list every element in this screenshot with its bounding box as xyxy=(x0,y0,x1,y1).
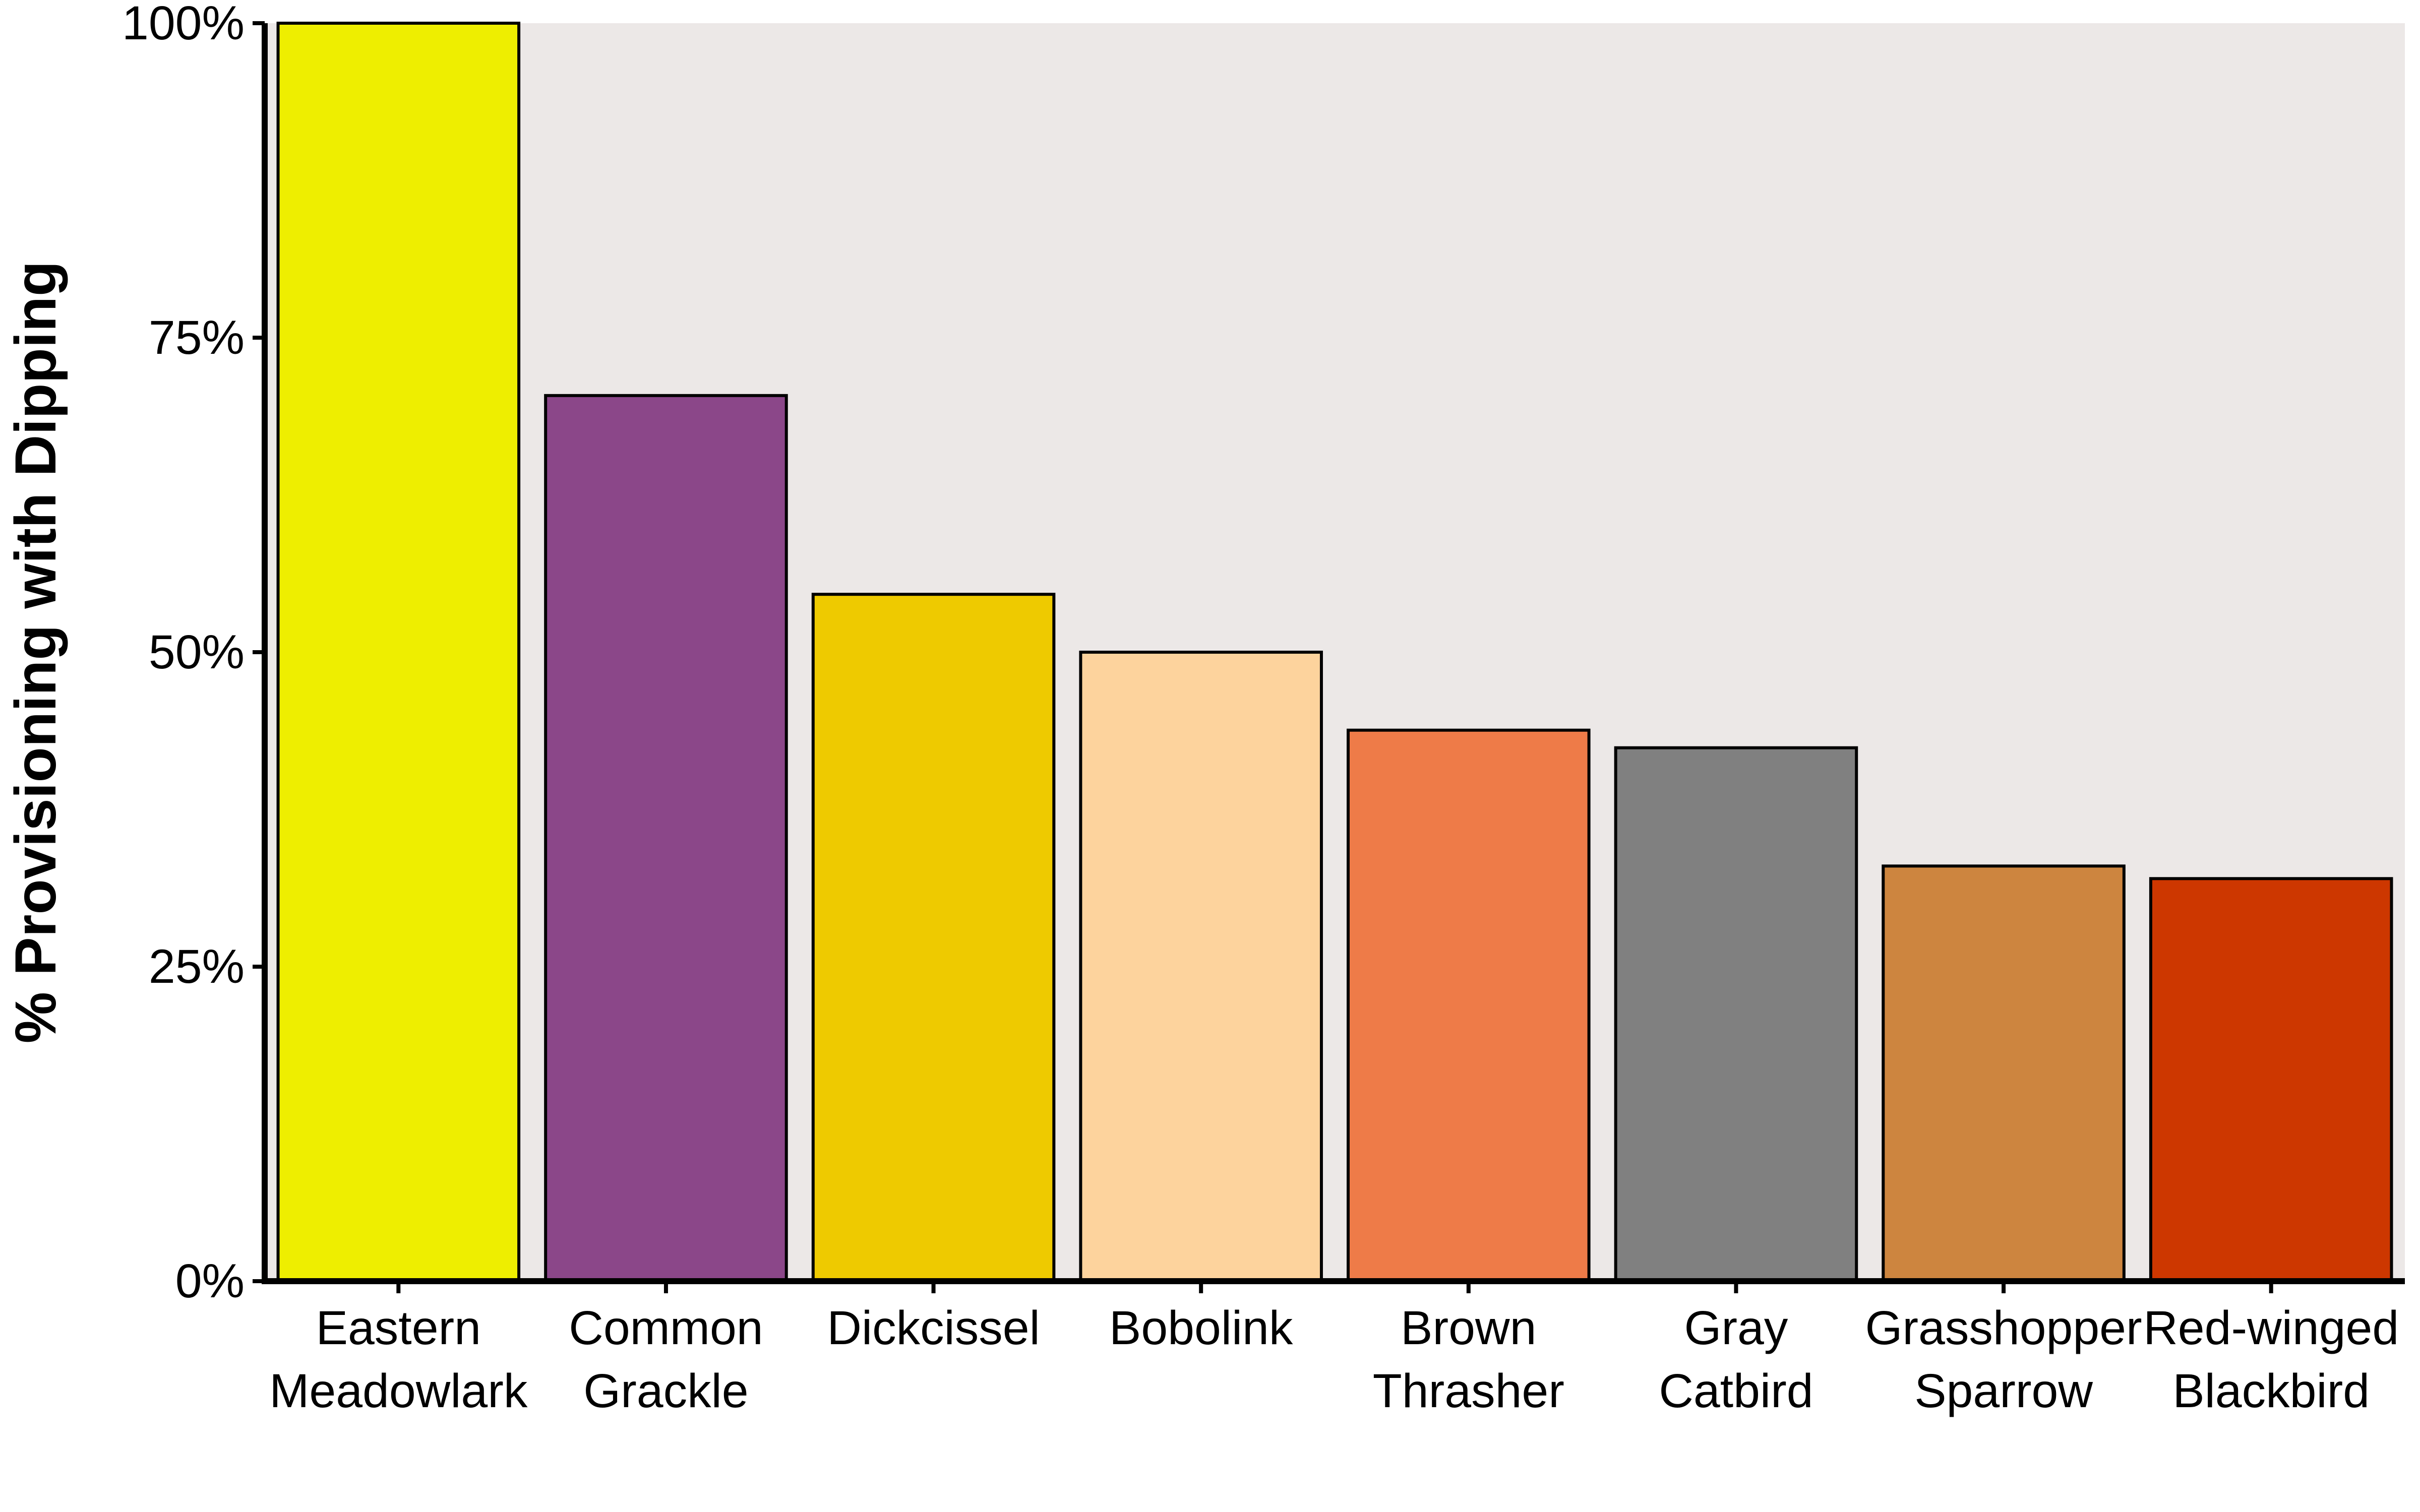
bar-1 xyxy=(544,394,788,1283)
y-axis-title: % Provisioning with Dipping xyxy=(4,261,68,1043)
bar-6 xyxy=(1882,864,2126,1283)
bar-4 xyxy=(1347,728,1591,1283)
x-tick-label: Gray Catbird xyxy=(1659,1301,1813,1418)
x-tick-label: Grasshopper Sparrow xyxy=(1865,1301,2142,1418)
bar-0 xyxy=(276,22,521,1283)
y-tick-label: 100% xyxy=(122,0,245,50)
bar-2 xyxy=(811,593,1056,1283)
y-tick-label: 25% xyxy=(149,940,245,993)
bar-7 xyxy=(2149,877,2393,1283)
bar-3 xyxy=(1079,651,1323,1283)
x-tick-label: Bobolink xyxy=(1109,1301,1293,1355)
x-tick-label: Dickcissel xyxy=(827,1301,1040,1355)
y-axis-ticks: 0% 25% 50% 75% 100% xyxy=(122,0,265,1308)
x-tick-label: Brown Thrasher xyxy=(1373,1301,1564,1418)
bars-group xyxy=(276,22,2393,1283)
y-tick-label: 0% xyxy=(175,1254,245,1308)
y-tick-label: 50% xyxy=(149,625,245,679)
bar-5 xyxy=(1614,746,1858,1283)
x-tick-label: Eastern Meadowlark xyxy=(269,1301,528,1418)
x-tick-label: Red-winged Blackbird xyxy=(2143,1301,2399,1418)
x-tick-label: Common Grackle xyxy=(569,1301,763,1418)
x-axis-ticks: Eastern Meadowlark Common Grackle Dickcissel… xyxy=(269,1281,2399,1418)
y-tick-label: 75% xyxy=(149,311,245,364)
